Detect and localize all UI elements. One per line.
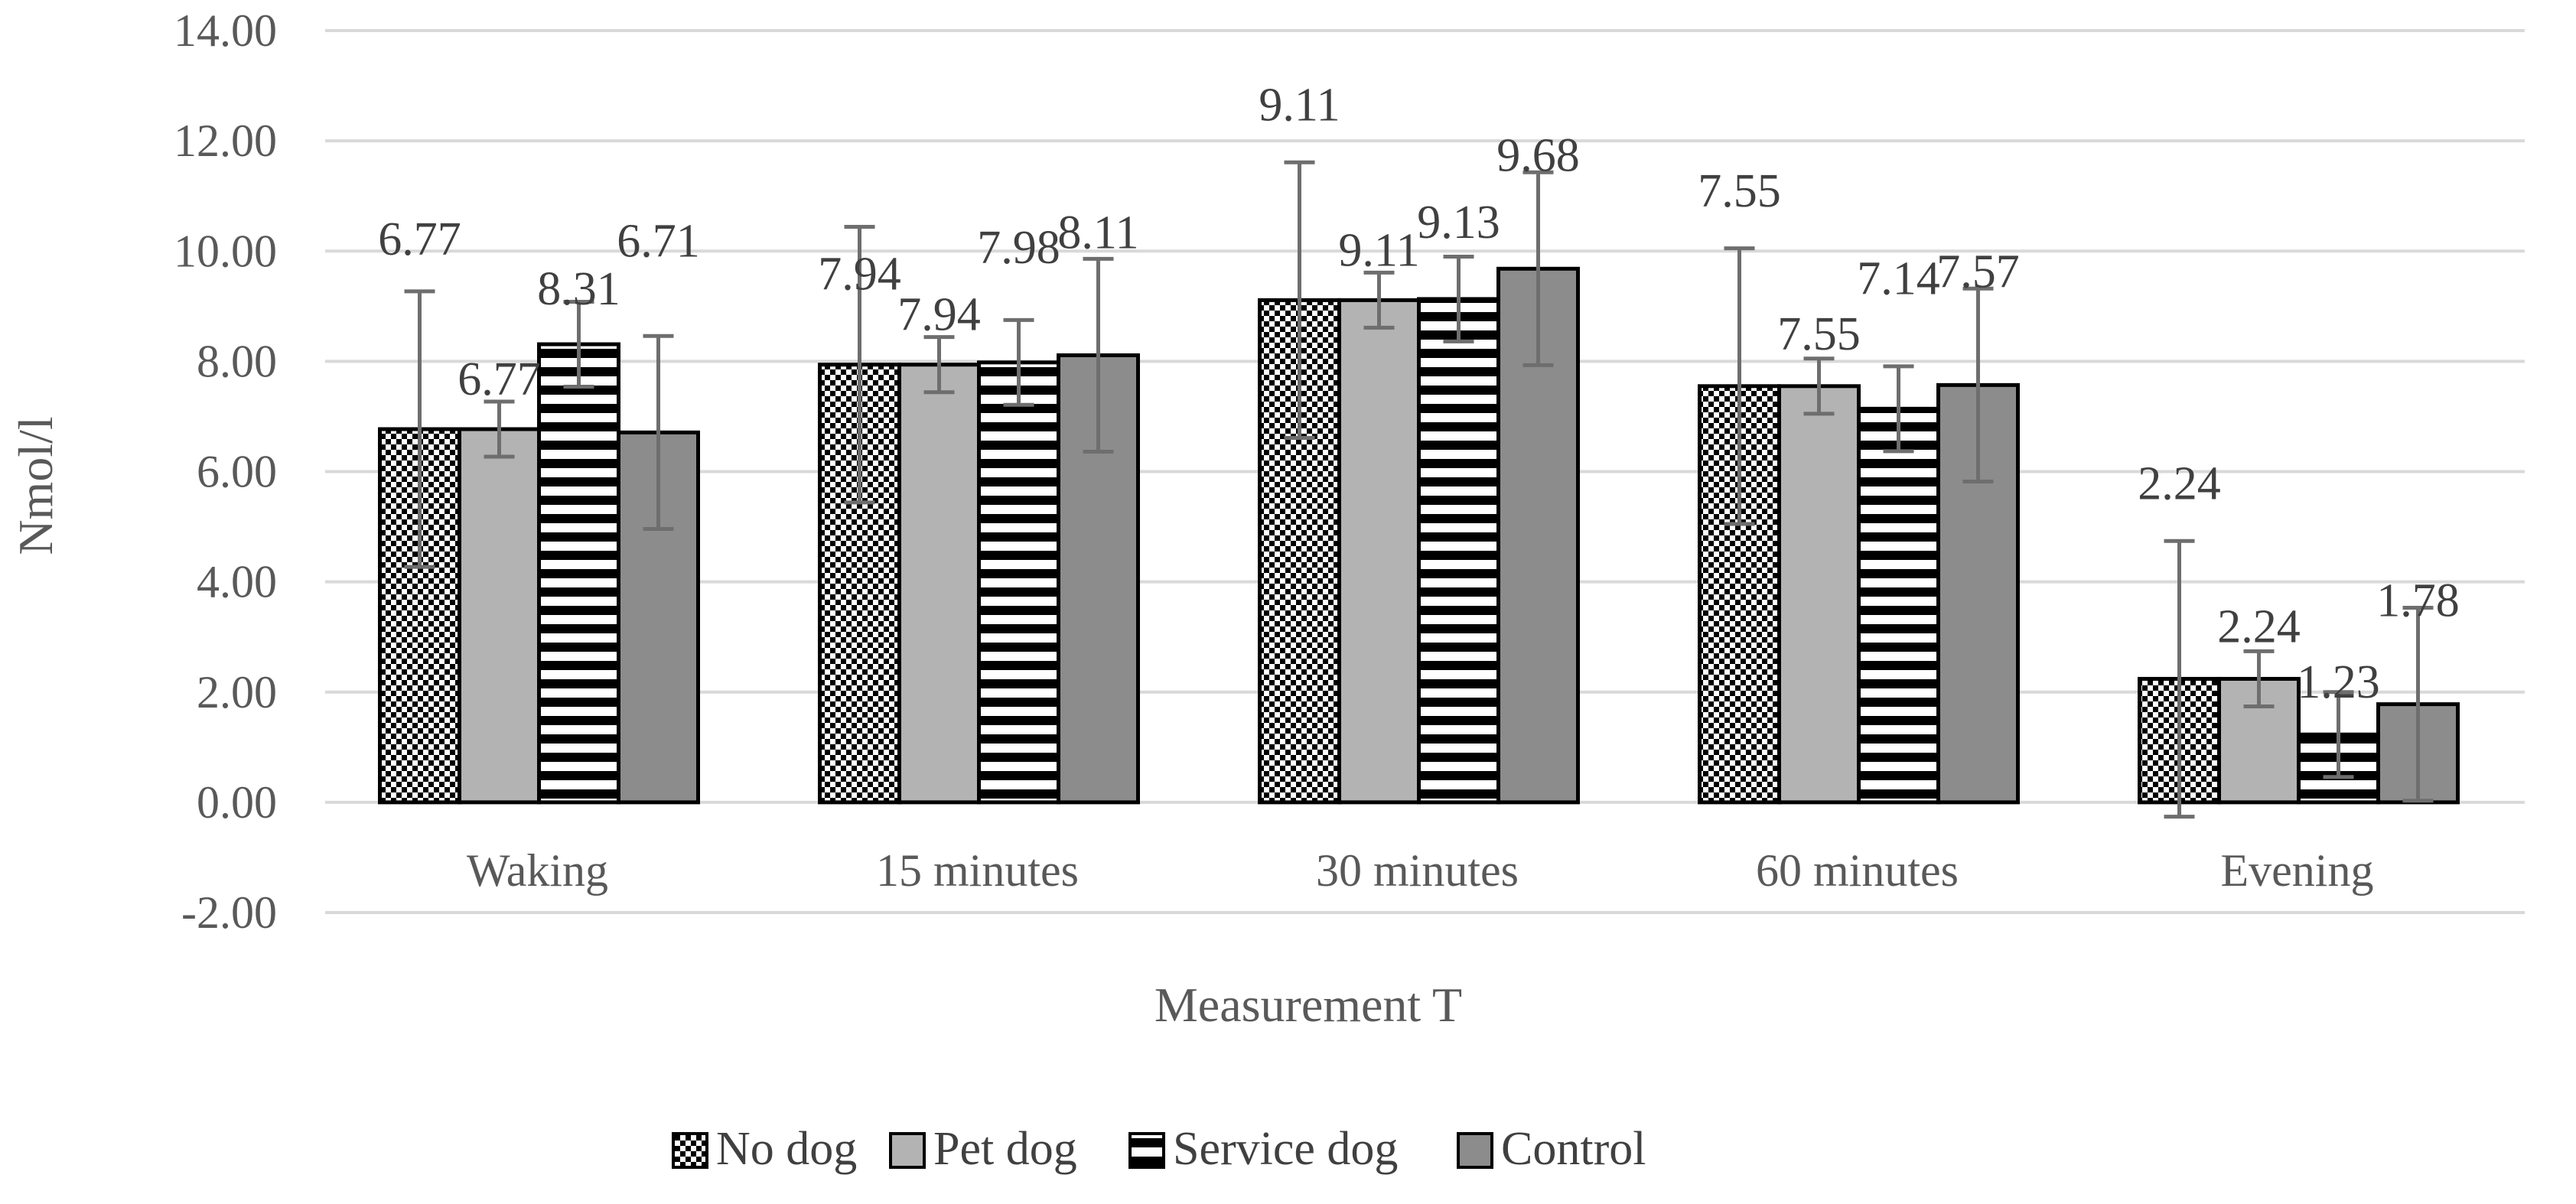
x-category-label: 15 minutes xyxy=(876,845,1079,896)
data-label: 9.13 xyxy=(1417,197,1500,249)
legend-label: No dog xyxy=(716,1123,857,1175)
data-labels: 6.77 6.77 8.316.71 7.947.94 7.988.11 9.11 9.11… xyxy=(378,79,2460,708)
bar xyxy=(1777,384,1861,805)
x-category-label: 60 minutes xyxy=(1756,845,1959,896)
bar xyxy=(977,360,1060,805)
data-label: 7.94 xyxy=(818,249,901,301)
y-tick-label: 12.00 xyxy=(174,116,277,166)
bar xyxy=(537,342,620,805)
data-label: 8.11 xyxy=(1057,207,1138,259)
bar xyxy=(1417,297,1500,805)
y-axis-title: Nmol/l xyxy=(8,416,63,555)
y-tick-label: 14.00 xyxy=(174,5,277,56)
bar xyxy=(1337,298,1421,805)
data-label: 7.55 xyxy=(1698,165,1781,217)
y-tick-label: 8.00 xyxy=(197,336,277,386)
bars xyxy=(378,266,2460,805)
data-label: 2.24 xyxy=(2217,600,2301,652)
legend-label: Pet dog xyxy=(933,1123,1077,1175)
bar xyxy=(1496,266,1580,805)
data-label: 6.71 xyxy=(617,215,700,267)
data-label: 7.98 xyxy=(977,222,1060,274)
x-axis-title: Measurement T xyxy=(1154,978,1462,1032)
data-label: 2.24 xyxy=(2138,457,2221,509)
data-label: 7.94 xyxy=(897,289,981,341)
x-category-label: 30 minutes xyxy=(1316,845,1519,896)
data-label: 9.11 xyxy=(1338,224,1419,276)
y-tick-label: 6.00 xyxy=(197,447,277,497)
legend-swatch xyxy=(672,1132,708,1169)
bar xyxy=(897,363,981,805)
y-axis-ticks: -2.00 0.00 2.00 4.00 6.00 8.00 10.00 12.00 14.00 xyxy=(174,5,277,938)
data-label: 6.77 xyxy=(458,353,541,405)
data-label: 7.57 xyxy=(1936,246,2020,298)
data-label: 7.14 xyxy=(1857,252,1940,304)
error-bars xyxy=(404,160,2434,819)
y-tick-label: 0.00 xyxy=(197,777,277,828)
data-label: 1.23 xyxy=(2297,656,2380,708)
data-label: 7.55 xyxy=(1777,308,1861,360)
x-axis-categories: Waking 15 minutes 30 minutes 60 minutes Even… xyxy=(467,845,2374,896)
x-category-label: Evening xyxy=(2221,845,2374,896)
bar xyxy=(458,427,541,805)
y-tick-label: -2.00 xyxy=(181,887,277,938)
y-tick-label: 2.00 xyxy=(197,667,277,718)
bar xyxy=(1857,406,1940,805)
y-tick-label: 4.00 xyxy=(197,557,277,607)
x-category-label: Waking xyxy=(467,845,608,896)
y-tick-label: 10.00 xyxy=(174,226,277,276)
data-label: 9.11 xyxy=(1259,79,1340,131)
legend: No dog Pet dog Service dog Control xyxy=(672,1123,1646,1175)
data-label: 6.77 xyxy=(378,213,461,265)
legend-label: Control xyxy=(1501,1123,1646,1175)
legend-label: Service dog xyxy=(1173,1123,1398,1175)
data-label: 1.78 xyxy=(2376,575,2460,627)
data-label: 8.31 xyxy=(537,263,620,315)
legend-swatch xyxy=(889,1132,926,1169)
data-label: 9.68 xyxy=(1496,129,1580,181)
legend-swatch xyxy=(1128,1132,1165,1169)
legend-swatch xyxy=(1457,1132,1493,1169)
